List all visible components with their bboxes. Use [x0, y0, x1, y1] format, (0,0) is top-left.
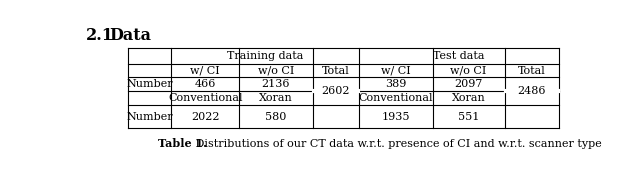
Text: w/o CI: w/o CI: [451, 65, 487, 76]
Text: 466: 466: [195, 79, 216, 89]
Text: Conventional: Conventional: [168, 93, 243, 103]
Text: Xoran: Xoran: [259, 93, 292, 103]
Text: 2486: 2486: [518, 86, 546, 96]
Text: 2.1: 2.1: [85, 27, 113, 44]
Text: 2136: 2136: [261, 79, 290, 89]
Text: w/o CI: w/o CI: [257, 65, 294, 76]
Text: Xoran: Xoran: [452, 93, 486, 103]
Text: Number: Number: [127, 79, 173, 89]
Text: Total: Total: [322, 65, 349, 76]
Text: Number: Number: [127, 112, 173, 122]
Text: Table 1.: Table 1.: [157, 138, 207, 149]
Text: Conventional: Conventional: [358, 93, 433, 103]
Text: Distributions of our CT data w.r.t. presence of CI and w.r.t. scanner type: Distributions of our CT data w.r.t. pres…: [192, 139, 602, 149]
Text: 551: 551: [458, 112, 479, 122]
Text: Training data: Training data: [227, 51, 303, 61]
Text: w/ CI: w/ CI: [190, 65, 220, 76]
Text: 389: 389: [385, 79, 406, 89]
Text: 580: 580: [265, 112, 286, 122]
Text: Test data: Test data: [433, 51, 484, 61]
Text: 2022: 2022: [191, 112, 220, 122]
Text: 1935: 1935: [381, 112, 410, 122]
Text: Data: Data: [109, 27, 152, 44]
Text: Total: Total: [518, 65, 546, 76]
Text: 2602: 2602: [321, 86, 350, 96]
Text: w/ CI: w/ CI: [381, 65, 411, 76]
Text: 2097: 2097: [454, 79, 483, 89]
